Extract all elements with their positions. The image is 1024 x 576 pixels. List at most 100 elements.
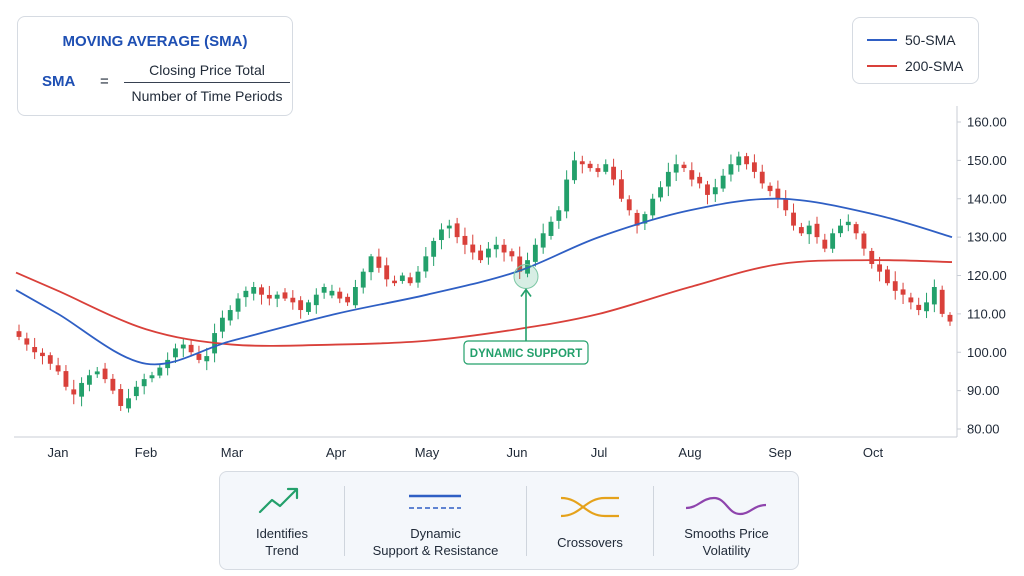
candle-up (133, 386, 139, 397)
candle-down (118, 389, 124, 406)
candle-down (196, 353, 202, 360)
candle-up (556, 210, 562, 221)
legend-swatch-50-sma (867, 39, 897, 41)
candle-up (321, 287, 327, 293)
candle-down (697, 176, 703, 184)
candle-down (689, 170, 695, 180)
candle-down (767, 185, 773, 192)
candle-down (908, 297, 914, 303)
candle-down (509, 251, 515, 257)
candle-down (32, 347, 38, 353)
x-tick-label: Mar (221, 445, 244, 460)
formula-equals: = (100, 73, 109, 90)
candle-up (665, 171, 671, 187)
smooth-wave-icon (685, 496, 767, 516)
candle-down (337, 291, 343, 299)
x-tick-label: Jan (48, 445, 69, 460)
candle-up (399, 275, 405, 281)
candle-up (658, 187, 663, 198)
legend-swatch-200-sma (867, 65, 897, 67)
candle-down (751, 162, 757, 172)
benefit-label-line1: Identifies (255, 526, 309, 541)
candle-up (423, 256, 429, 272)
candle-up (603, 164, 609, 172)
candle-down (634, 212, 640, 226)
candle-down (626, 199, 632, 211)
annotation-label: DYNAMIC SUPPORT (470, 348, 582, 360)
candle-down (853, 224, 859, 234)
y-tick-label: 110.00 (967, 306, 1006, 321)
candle-up (924, 302, 929, 312)
candle-up (673, 164, 679, 173)
fraction-line (124, 82, 290, 83)
benefit-label-line1: Smooths Price (684, 526, 769, 541)
x-tick-label: Apr (326, 445, 347, 460)
benefit-smooths-volatility: Smooths Price Volatility (654, 472, 799, 571)
candle-down (392, 280, 397, 284)
candle-up (830, 233, 836, 249)
candle-down (798, 227, 804, 234)
candle-up (548, 221, 554, 236)
candle-up (313, 294, 319, 306)
formula-title: MOVING AVERAGE (SMA) (62, 33, 248, 50)
candle-up (712, 187, 718, 195)
candle-down (869, 250, 875, 264)
sma-line-200-sma (15, 259, 953, 347)
candle-down (579, 161, 585, 165)
candle-up (642, 214, 648, 224)
x-tick-label: Feb (135, 445, 157, 460)
candle-up (251, 287, 257, 294)
candle-up (126, 398, 131, 409)
x-tick-label: Aug (678, 445, 701, 460)
price-chart: 160.00 150.00 140.00 130.00 120.00 110.00 100.… (14, 106, 1007, 460)
candle-up (274, 294, 280, 299)
candle-up (306, 302, 311, 312)
benefit-crossovers: Crossovers (527, 472, 653, 571)
candle-up (149, 375, 155, 379)
candle-up (728, 164, 734, 175)
formula-box: MOVING AVERAGE (SMA) SMA = Closing Price… (17, 16, 293, 116)
legend-item-200-sma: 200-SMA (867, 58, 963, 74)
candle-up (79, 382, 85, 397)
candle-up (360, 271, 366, 288)
candle-up (838, 225, 843, 234)
legend-label-200-sma: 200-SMA (905, 58, 964, 74)
formula-numerator: Closing Price Total (149, 62, 265, 78)
candle-down (681, 164, 687, 169)
benefit-label-line2: Volatility (702, 543, 751, 558)
benefit-label-line2: Support & Resistance (372, 543, 499, 558)
candle-up (94, 371, 100, 375)
benefits-panel: Identifies Trend Dynamic Support & Resis… (219, 471, 799, 570)
candle-down (877, 264, 883, 272)
divider (344, 486, 345, 556)
candle-up (243, 290, 249, 298)
candle-down (775, 188, 781, 199)
candle-down (814, 223, 820, 238)
candle-up (173, 348, 178, 358)
formula-lhs: SMA (42, 73, 76, 90)
candle-up (219, 317, 225, 332)
divider (653, 486, 654, 556)
candle-down (470, 244, 476, 253)
x-tick-label: May (415, 445, 440, 460)
candle-down (861, 233, 867, 249)
candle-down (16, 331, 22, 337)
candle-up (572, 160, 577, 181)
candle-up (157, 367, 163, 376)
candle-down (188, 344, 194, 353)
formula-denominator: Number of Time Periods (131, 88, 283, 104)
candle-down (63, 371, 69, 387)
benefit-label-line1: Crossovers (557, 535, 623, 550)
candle-up (368, 256, 374, 273)
benefit-label-line2: Trend (265, 543, 299, 558)
candle-down (759, 171, 765, 184)
candle-down (517, 256, 523, 272)
candle-down (376, 256, 382, 268)
candle-down (744, 156, 750, 165)
candle-down (266, 294, 272, 299)
candle-down (705, 184, 710, 195)
candle-down (611, 166, 617, 180)
candle-up (227, 310, 233, 321)
candle-down (947, 314, 953, 322)
candle-up (415, 271, 421, 283)
